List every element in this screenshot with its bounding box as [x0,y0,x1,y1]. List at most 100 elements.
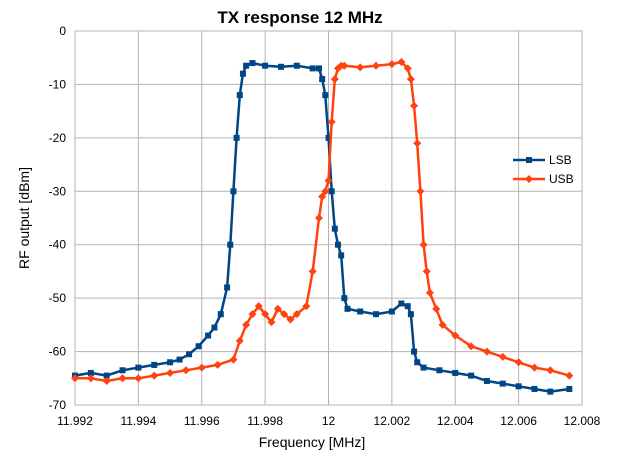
series-usb-point [254,302,263,311]
series-usb-point [422,267,431,276]
series-usb-point [387,60,396,69]
series-usb-point [71,374,79,383]
series-usb-point [267,318,276,327]
series-lsb-point [344,305,351,312]
series-lsb-point [373,311,380,318]
series-lsb-point [322,92,329,99]
series-usb-point [413,139,422,148]
series-lsb-point [319,76,326,83]
series-usb-point [397,57,406,66]
y-tick-label: -40 [49,238,67,252]
series-usb-point [314,214,323,222]
series-lsb-point [233,134,240,141]
y-axis-label: RF output [dBm] [16,167,32,269]
series-usb-point [514,358,523,367]
series-lsb-point [404,303,411,310]
series-lsb-point [224,284,231,291]
series-lsb-point [277,63,284,70]
series-usb-point [356,63,365,72]
series-usb [71,57,574,385]
series-lsb-point [151,361,158,368]
x-tick-label: 11.992 [57,414,93,428]
series-usb-point [308,267,317,276]
x-tick-label: 12 [322,414,336,428]
series-lsb-point [195,343,202,350]
series-usb-point [235,336,244,345]
series-lsb-point [483,377,490,384]
series-usb-point [451,331,460,340]
series-group [71,57,574,395]
series-lsb-point [468,372,475,379]
x-axis-label: Frequency [MHz] [259,434,366,450]
series-usb-point [181,366,190,375]
series-lsb-point [239,70,246,77]
series-lsb-point [566,385,573,392]
x-tick-label: 12.002 [374,414,411,428]
y-tick-label: -60 [49,345,67,359]
series-lsb-point [531,385,538,392]
y-tick-label: -50 [49,291,67,305]
series-lsb-point [388,308,395,315]
series-lsb-point [227,241,234,248]
series-lsb-point [398,300,405,307]
series-lsb-point [515,383,522,390]
series-usb-point [118,374,127,383]
series-usb-point [410,101,419,110]
series-lsb-point [357,308,364,315]
series-lsb-point [186,351,193,358]
legend-swatch-marker [526,157,532,163]
series-lsb-point [230,188,237,195]
y-tick-label: 0 [59,24,66,38]
series-usb-point [546,366,555,375]
tick-labels: 11.992 11.994 11.996 11.998 12 12.002 12.004 12… [49,24,601,428]
series-lsb-point [243,62,250,69]
series-usb-point [229,355,238,364]
legend-item-usb: USB [513,172,574,186]
series-lsb-point [293,62,300,69]
x-tick-label: 12.006 [500,414,537,428]
series-usb-point [248,310,257,319]
series-lsb-point [436,367,443,374]
series-usb-point [330,75,339,84]
series-lsb-point [331,225,338,232]
x-tick-label: 11.994 [120,414,156,428]
y-tick-label: -70 [49,398,67,412]
series-lsb-point [407,311,414,318]
series-usb-point [286,315,295,324]
series-usb-point [372,61,381,70]
series-usb-point [86,374,95,383]
series-lsb-point [452,369,459,376]
series-lsb-point [420,364,427,371]
series-usb-point [425,288,434,297]
series-lsb-point [547,388,554,395]
series-lsb-point [325,134,332,141]
series-lsb-point [103,372,110,379]
x-tick-label: 12.004 [437,414,474,428]
series-usb-point [419,240,428,249]
series-lsb-point [217,311,224,318]
series-usb-point [292,310,301,319]
series-usb-point [150,371,159,380]
series-usb-point [403,64,412,73]
series-lsb-point [176,356,183,363]
x-tick-label: 11.996 [184,414,220,428]
x-tick-label: 12.008 [564,414,601,428]
legend-label: LSB [549,153,572,167]
x-tick-label: 11.998 [247,414,283,428]
legend-label: USB [549,172,574,186]
series-lsb-point [341,295,348,302]
series-lsb-point [167,359,174,366]
series-lsb-point [499,380,506,387]
series-usb-point [197,363,206,372]
series-lsb-point [328,188,335,195]
series-lsb-point [411,348,418,355]
y-tick-label: -20 [49,131,67,145]
series-usb-point [324,176,333,185]
series-lsb-point [87,369,94,376]
series-usb-point [340,61,349,70]
series-lsb-point [309,65,316,72]
series-usb-point [482,347,491,356]
chart-title: TX response 12 MHz [217,8,382,27]
series-usb-point [416,187,425,196]
